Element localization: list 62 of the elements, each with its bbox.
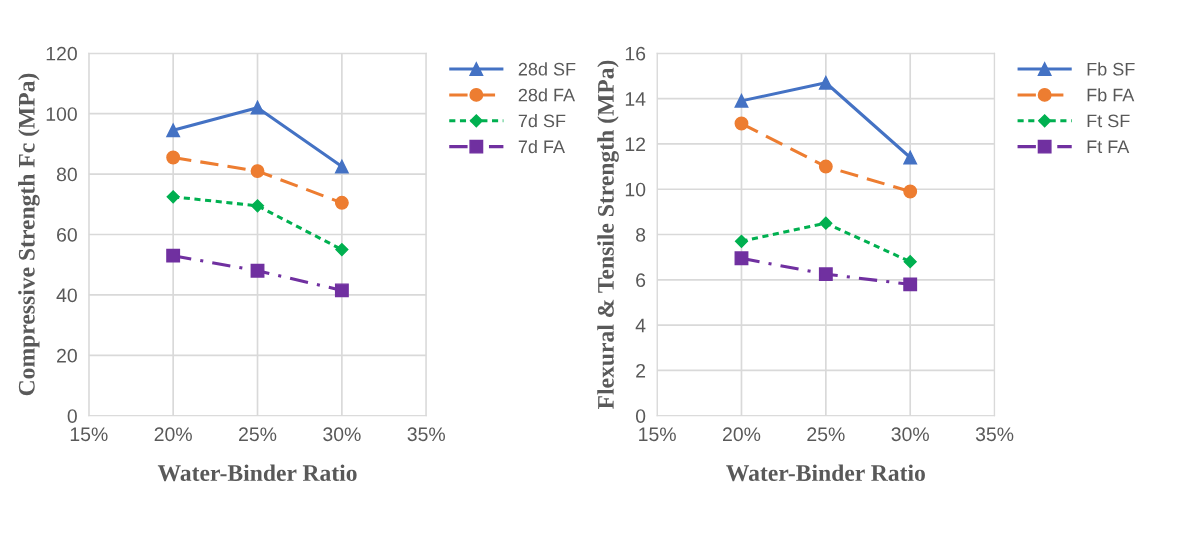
point — [166, 123, 181, 138]
legend-label: Ft FA — [1087, 140, 1130, 154]
y-tick-label: 4 — [635, 318, 646, 333]
y-axis-title: Flexural & Tensile Strength (MPa) — [597, 60, 619, 410]
y-tick-label: 100 — [46, 107, 77, 121]
y-tick-label: 40 — [56, 288, 77, 303]
point — [335, 243, 349, 257]
point — [166, 190, 180, 204]
x-axis-title: Water-Binder Ratio — [157, 464, 357, 482]
point — [734, 116, 749, 131]
point — [903, 184, 918, 199]
point — [250, 263, 265, 278]
legend-label: Fb FA — [1087, 88, 1135, 102]
legend-label: Fb SF — [1087, 62, 1135, 76]
point — [334, 159, 349, 174]
y-tick-label: 12 — [625, 137, 646, 151]
y-tick-label: 20 — [57, 348, 77, 363]
x-tick-label: 30% — [323, 427, 361, 442]
y-tick-label: 6 — [636, 273, 646, 288]
point — [250, 100, 265, 115]
legend-label: 7d FA — [518, 139, 565, 154]
y-tick-label: 120 — [46, 46, 77, 61]
point — [903, 150, 918, 165]
x-tick-label: 35% — [975, 427, 1014, 442]
x-tick-label: 25% — [807, 427, 845, 442]
point — [334, 195, 349, 210]
x-tick-label: 15% — [639, 427, 676, 442]
point — [250, 164, 265, 179]
x-tick-label: 15% — [70, 427, 108, 442]
y-tick-label: 60 — [57, 227, 77, 242]
y-tick-label: 10 — [625, 182, 646, 197]
y-tick-label: 80 — [56, 167, 77, 182]
legend-label: 7d SF — [518, 114, 566, 128]
point — [818, 159, 833, 174]
point — [734, 93, 749, 108]
x-tick-label: 20% — [723, 427, 761, 442]
point — [250, 199, 265, 213]
legend-label: 28d SF — [518, 62, 576, 76]
point — [734, 251, 749, 266]
point — [819, 216, 833, 230]
y-tick-label: 2 — [636, 363, 646, 378]
x-tick-label: 20% — [154, 427, 192, 442]
y-tick-label: 8 — [636, 227, 646, 242]
x-tick-label: 35% — [407, 427, 446, 442]
x-axis-title: Water-Binder Ratio — [726, 464, 925, 482]
legend-label: Ft SF — [1087, 114, 1130, 128]
y-tick-label: 0 — [635, 409, 646, 423]
y-tick-label: 16 — [625, 46, 646, 61]
point — [903, 255, 917, 269]
y-axis-title: Compressive Strength Fc (MPa) — [18, 73, 40, 396]
point — [734, 234, 749, 248]
point — [818, 75, 833, 90]
y-tick-label: 14 — [625, 92, 646, 106]
point — [818, 267, 833, 282]
y-tick-label: 0 — [67, 409, 77, 423]
point — [334, 283, 349, 298]
point — [166, 248, 181, 263]
x-tick-label: 30% — [891, 427, 929, 442]
x-tick-label: 25% — [239, 427, 277, 442]
legend-label: 28d FA — [518, 88, 576, 102]
point — [903, 277, 918, 292]
point — [166, 150, 181, 165]
